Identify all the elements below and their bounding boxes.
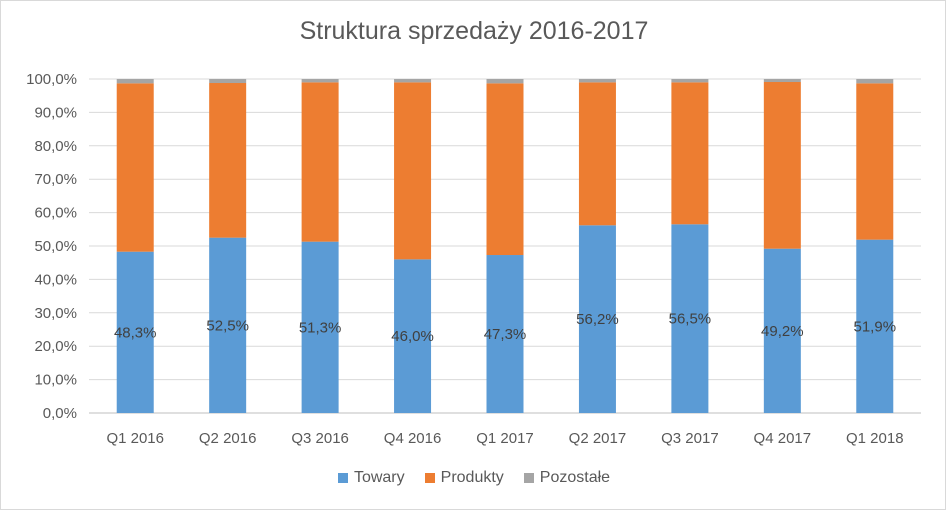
bar-produkty (486, 83, 524, 256)
y-tick-label: 30,0% (34, 305, 77, 322)
y-tick-label: 80,0% (34, 138, 77, 155)
y-tick-label: 90,0% (34, 104, 77, 121)
bar-pozosta-e (116, 79, 154, 84)
bar-towary (394, 259, 432, 413)
y-tick-label: 40,0% (34, 271, 77, 288)
bar-pozosta-e (671, 79, 709, 83)
chart-plot: 0,0% 10,0% 20,0% 30,0% 40,0% 50,0% 60,0% 70,0% 8… (26, 71, 921, 447)
bar-pozosta-e (486, 79, 524, 84)
bar-produkty (394, 82, 432, 260)
bar-towary (486, 255, 524, 413)
data-label: 48,3% (114, 324, 157, 341)
y-tick-label: 10,0% (34, 372, 77, 389)
legend-swatch-produkty (424, 473, 435, 483)
bar-towary (209, 237, 247, 413)
x-tick-label: Q2 2016 (199, 430, 257, 447)
data-label: 47,3% (484, 326, 527, 343)
bar-pozosta-e (578, 79, 616, 83)
data-label: 51,9% (854, 318, 897, 335)
bar-pozosta-e (763, 79, 801, 83)
legend-item-pozostale: Pozostałe (523, 469, 611, 487)
x-tick-label: Q3 2017 (661, 430, 719, 447)
data-label: 56,5% (669, 311, 712, 328)
bar-produkty (578, 82, 616, 226)
bar-pozosta-e (301, 79, 339, 83)
legend-label-produkty: Produkty (440, 469, 504, 486)
legend-swatch-towary (337, 473, 348, 483)
legend-item-produkty: Produkty (424, 469, 504, 487)
chart-title: Struktura sprzedaży 2016-2017 (299, 17, 649, 45)
bar-pozosta-e (394, 79, 432, 83)
x-tick-label: Q3 2016 (291, 430, 349, 447)
data-label: 46,0% (391, 328, 434, 345)
bar-produkty (301, 82, 339, 242)
y-tick-label: 50,0% (34, 238, 77, 255)
data-label: 52,5% (206, 317, 249, 334)
y-tick-label: 0,0% (43, 405, 77, 422)
bar-towary (856, 239, 894, 413)
x-tick-label: Q1 2018 (846, 430, 904, 447)
bar-produkty (116, 83, 154, 252)
x-tick-label: Q4 2017 (754, 430, 812, 447)
legend-item-towary: Towary (337, 469, 405, 487)
x-tick-label: Q1 2017 (476, 430, 534, 447)
bar-produkty (209, 83, 247, 238)
chart-legend: Towary Produkty Pozostałe (1, 469, 946, 487)
bar-towary (301, 241, 339, 413)
x-tick-label: Q1 2016 (106, 430, 164, 447)
x-tick-label: Q4 2016 (384, 430, 442, 447)
y-tick-label: 20,0% (34, 338, 77, 355)
bar-produkty (856, 83, 894, 240)
legend-label-towary: Towary (353, 469, 405, 486)
data-label: 51,3% (299, 319, 342, 336)
x-tick-label: Q2 2017 (569, 430, 627, 447)
bar-towary (116, 251, 154, 413)
legend-swatch-pozostale (523, 473, 534, 483)
y-tick-label: 100,0% (26, 71, 77, 88)
bar-pozosta-e (856, 79, 894, 84)
data-label: 49,2% (761, 323, 804, 340)
y-tick-label: 60,0% (34, 205, 77, 222)
bar-towary (763, 248, 801, 413)
y-tick-label: 70,0% (34, 171, 77, 188)
bar-produkty (671, 82, 709, 225)
bar-towary (671, 224, 709, 413)
bar-towary (578, 225, 616, 413)
data-label: 56,2% (576, 311, 619, 328)
bar-produkty (763, 82, 801, 249)
legend-label-pozostale: Pozostałe (539, 469, 611, 486)
bar-pozosta-e (209, 79, 247, 84)
